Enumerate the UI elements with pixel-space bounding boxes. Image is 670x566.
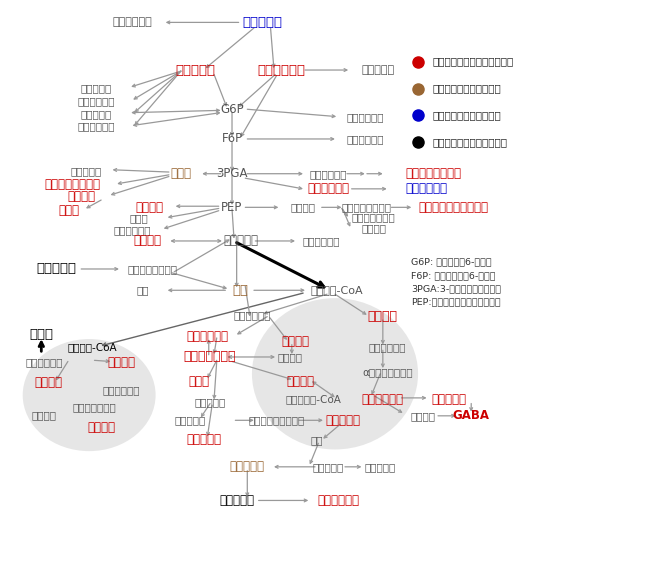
Text: G6P: G6P (220, 103, 244, 116)
Text: フマル酸: フマル酸 (277, 352, 302, 362)
Text: 3PGA: 3PGA (216, 167, 248, 180)
Text: サッカリン酸: サッカリン酸 (303, 236, 340, 246)
Text: ピルビン酸: ピルビン酸 (223, 234, 258, 247)
Text: コハク酸: コハク酸 (87, 421, 115, 434)
Text: オルニチン: オルニチン (313, 462, 344, 472)
Text: グリセロール: グリセロール (406, 182, 448, 195)
Text: エタノール: エタノール (36, 263, 76, 276)
Text: 根で検出された代謝産物: 根で検出された代謝産物 (433, 84, 501, 93)
Text: 酢酸: 酢酸 (232, 284, 249, 297)
Text: リンゴ酸: リンゴ酸 (34, 376, 62, 389)
Text: アセチル-CoA: アセチル-CoA (310, 285, 362, 295)
Text: フェニルアラニン: フェニルアラニン (342, 202, 392, 212)
Text: グルタミン: グルタミン (431, 392, 467, 405)
Text: 根と葉で検出された代謝産物: 根と葉で検出された代謝産物 (433, 57, 514, 67)
Text: ロイシン: ロイシン (135, 201, 163, 214)
Text: コリン: コリン (59, 204, 80, 217)
Text: アセチル-CoA: アセチル-CoA (68, 342, 117, 353)
Text: オキサロ酢酸: オキサロ酢酸 (233, 311, 271, 320)
Text: ホモセリン: ホモセリン (194, 397, 226, 407)
Text: プトレシン: プトレシン (230, 460, 265, 473)
Text: バリン: バリン (129, 213, 148, 224)
Text: ガラクトース: ガラクトース (77, 122, 115, 132)
Text: セリン: セリン (170, 167, 192, 180)
Text: リジン: リジン (188, 375, 209, 388)
Text: スペルミジン: スペルミジン (318, 494, 359, 507)
Text: 検出されなかった代謝産物: 検出されなかった代謝産物 (433, 138, 508, 147)
Text: プロリン: プロリン (410, 411, 436, 421)
Text: αケトグルタル酸: αケトグルタル酸 (363, 368, 413, 378)
Text: スレオニン: スレオニン (186, 434, 221, 447)
Text: F6P: F6P (222, 132, 243, 145)
Text: エタノールアミン: エタノールアミン (44, 178, 100, 191)
Text: オキサロ酢酸: オキサロ酢酸 (25, 358, 63, 367)
Text: G6P: グルコース6-リン酸
F6P: フルクトース6-リン酸
3PGA:3-ホスホグリセリン酸
PEP:ホスホエノールピルビン酸: G6P: グルコース6-リン酸 F6P: フルクトース6-リン酸 3PGA:3-… (411, 258, 501, 306)
Text: イソクエン酸: イソクエン酸 (103, 385, 140, 396)
Text: ソルビトール: ソルビトール (346, 134, 384, 144)
Text: マルトース: マルトース (80, 109, 111, 119)
Text: スペルミン: スペルミン (219, 494, 254, 507)
Text: イソクエン酸: イソクエン酸 (368, 342, 405, 353)
Text: グリオキシル酸: グリオキシル酸 (72, 402, 117, 413)
Text: アルギニン: アルギニン (326, 414, 360, 427)
Ellipse shape (23, 339, 155, 451)
Text: グルコン酸: グルコン酸 (80, 83, 111, 93)
Text: 脂質: 脂質 (136, 285, 149, 295)
Text: GABA: GABA (453, 409, 490, 422)
Text: フルクトース: フルクトース (258, 63, 306, 76)
Text: アラニン: アラニン (133, 234, 161, 247)
Text: アセトアルデヒド: アセトアルデヒド (127, 264, 178, 274)
Text: フマル酸: フマル酸 (31, 410, 56, 420)
Text: シキミ酸: シキミ酸 (291, 202, 316, 212)
Text: トレハロース: トレハロース (77, 96, 115, 106)
Text: チロシン: チロシン (361, 223, 386, 233)
Text: マンノース: マンノース (362, 65, 395, 75)
Text: リンゴ酸: リンゴ酸 (281, 335, 309, 348)
Text: イソロイシン: イソロイシン (114, 225, 151, 235)
Text: イノシトール: イノシトール (310, 169, 347, 179)
Text: スクロース: スクロース (242, 16, 282, 29)
Text: 尿素: 尿素 (310, 435, 323, 445)
Text: トリプトファン: トリプトファン (352, 212, 395, 222)
Text: グリセリン酸: グリセリン酸 (308, 182, 349, 195)
Ellipse shape (252, 298, 418, 449)
Text: アスパラギン: アスパラギン (186, 330, 228, 343)
Text: グルタミン酸: グルタミン酸 (362, 392, 404, 405)
Text: 葉で検出された代謝産物: 葉で検出された代謝産物 (433, 110, 501, 121)
Text: フェニルプロパノイド: フェニルプロパノイド (418, 201, 488, 214)
Text: グルコース: グルコース (176, 63, 216, 76)
Text: ラフィノース: ラフィノース (113, 18, 152, 27)
Text: 糖新生: 糖新生 (29, 328, 54, 341)
Text: PEP: PEP (221, 201, 243, 214)
Text: メチオニン: メチオニン (174, 415, 206, 425)
Text: スクシニル-CoA: スクシニル-CoA (286, 394, 342, 404)
Text: マンニトール: マンニトール (346, 113, 384, 123)
Text: クエン酸: クエン酸 (368, 310, 398, 323)
Text: アスパラギン酸: アスパラギン酸 (184, 350, 237, 363)
Text: アルギニノコハク酸: アルギニノコハク酸 (249, 415, 305, 425)
Text: コハク酸: コハク酸 (287, 375, 314, 388)
Text: クエン酸: クエン酸 (107, 356, 135, 369)
Text: ミオイノシトール: ミオイノシトール (405, 167, 462, 180)
Text: グリシン: グリシン (67, 190, 95, 203)
Text: ポリアミン: ポリアミン (364, 462, 396, 472)
Text: システイン: システイン (70, 166, 101, 176)
